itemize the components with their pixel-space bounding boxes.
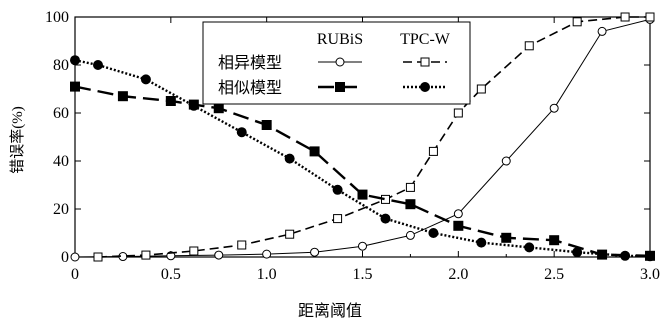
x-tick-labels: 0 0.5 1.0 1.5 2.0 2.5 3.0 <box>71 266 660 283</box>
data-point <box>332 184 343 195</box>
data-point <box>213 103 224 114</box>
legend-sample-0 <box>318 57 362 67</box>
data-point <box>405 182 415 192</box>
data-point <box>358 241 367 251</box>
legend-marker <box>335 57 345 67</box>
data-point <box>428 146 438 156</box>
series-line <box>74 85 651 257</box>
data-point <box>453 108 463 118</box>
legend-sample-2 <box>318 82 362 92</box>
y-axis-label: 错误率(%) <box>9 106 26 174</box>
data-point <box>405 199 416 210</box>
data-point <box>645 251 655 262</box>
data-point <box>141 250 151 260</box>
data-point <box>214 250 224 260</box>
data-point <box>189 246 199 256</box>
y-tick-label-4: 80 <box>53 57 69 74</box>
data-point <box>236 127 247 138</box>
data-point <box>476 84 486 94</box>
data-point <box>310 247 320 257</box>
data-point <box>405 230 415 240</box>
data-point <box>453 220 464 231</box>
legend-sample-3 <box>403 82 447 92</box>
data-point <box>645 12 655 22</box>
data-point <box>597 26 607 36</box>
data-point <box>93 60 103 70</box>
data-point <box>549 103 559 113</box>
series-layer <box>70 12 655 262</box>
y-tick-label-0: 0 <box>61 249 69 266</box>
data-point <box>284 153 295 164</box>
series-TPC-W-相似模型 <box>70 55 655 262</box>
x-tick-label-6: 3.0 <box>640 266 660 283</box>
x-tick-label-3: 1.5 <box>353 266 373 283</box>
x-tick-label-1: 0.5 <box>161 266 181 283</box>
data-point <box>357 189 368 200</box>
legend-col-tpcw: TPC-W <box>400 31 451 48</box>
data-point <box>117 91 128 102</box>
series-TPC-W-相异模型 <box>93 12 655 262</box>
data-point <box>70 55 80 66</box>
data-point <box>476 237 487 248</box>
data-point <box>70 81 80 92</box>
series-line <box>74 59 651 258</box>
data-point <box>333 214 343 224</box>
y-tick-label-5: 100 <box>45 9 69 26</box>
x-tick-label-4: 2.0 <box>448 266 468 283</box>
data-point <box>572 17 582 27</box>
data-point <box>262 249 272 259</box>
data-point <box>524 242 535 253</box>
data-point <box>620 12 630 22</box>
data-point <box>165 96 176 106</box>
data-point <box>309 146 320 157</box>
data-point <box>428 228 439 238</box>
data-point <box>620 250 631 261</box>
data-point <box>597 249 608 260</box>
y-tick-label-2: 40 <box>53 153 69 170</box>
legend-row-similar: 相似模型 <box>218 79 282 97</box>
data-point <box>572 247 583 258</box>
legend-col-rubis: RUBiS <box>317 31 363 48</box>
data-point <box>380 213 391 224</box>
series-RUBiS-相似模型 <box>70 81 655 261</box>
x-tick-label-0: 0 <box>71 266 79 283</box>
legend-samples <box>318 57 447 92</box>
legend-marker <box>335 82 345 92</box>
data-point <box>70 252 80 262</box>
y-tick-labels: 0 20 40 60 80 100 <box>45 9 69 266</box>
legend-marker <box>420 57 430 67</box>
legend: RUBiS TPC-W 相异模型 相似模型 <box>202 21 471 105</box>
data-point <box>453 209 463 219</box>
data-point <box>237 240 247 250</box>
data-point <box>140 74 151 85</box>
x-axis-label: 距离阈值 <box>298 302 362 320</box>
y-tick-label-1: 20 <box>53 201 69 218</box>
data-point <box>501 232 512 243</box>
x-tick-label-2: 1.0 <box>257 266 277 283</box>
data-point <box>285 229 295 239</box>
data-point <box>261 120 272 130</box>
x-tick-label-5: 2.5 <box>544 266 564 283</box>
legend-marker <box>420 82 430 92</box>
y-tick-label-3: 60 <box>53 105 69 122</box>
data-point <box>524 41 534 51</box>
data-point <box>501 156 511 166</box>
data-point <box>549 235 560 246</box>
legend-row-dissimilar: 相异模型 <box>218 54 282 72</box>
data-point <box>93 252 103 262</box>
legend-sample-1 <box>403 57 447 67</box>
data-point <box>188 100 199 111</box>
